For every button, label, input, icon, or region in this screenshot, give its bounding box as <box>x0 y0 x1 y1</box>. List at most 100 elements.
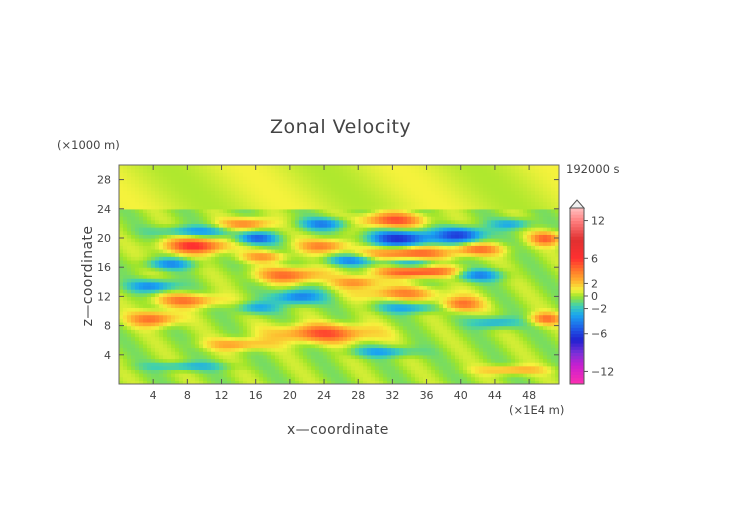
heatmap-cell <box>311 201 316 206</box>
heatmap-cell <box>275 380 280 384</box>
heatmap-cell <box>271 303 276 308</box>
heatmap-cell <box>403 256 408 261</box>
heatmap-cell <box>219 274 224 279</box>
heatmap-cell <box>247 230 252 235</box>
heatmap-cell <box>283 351 288 356</box>
heatmap-cell <box>315 321 320 327</box>
heatmap-cell <box>431 358 436 363</box>
heatmap-cell <box>435 259 440 265</box>
heatmap-cell <box>435 281 440 287</box>
heatmap-cell <box>311 369 316 374</box>
heatmap-cell <box>163 179 168 184</box>
heatmap-cell <box>235 248 240 254</box>
heatmap-cell <box>291 311 296 316</box>
heatmap-cell <box>451 369 456 374</box>
heatmap-cell <box>151 201 156 206</box>
heatmap-cell <box>271 380 276 384</box>
heatmap-cell <box>263 165 268 170</box>
heatmap-cell <box>299 175 304 181</box>
heatmap-cell <box>199 314 204 319</box>
heatmap-cell <box>227 259 232 265</box>
heatmap-cell <box>299 318 304 323</box>
heatmap-cell <box>411 256 416 261</box>
heatmap-cell <box>127 168 132 173</box>
heatmap-cell <box>339 292 344 297</box>
heatmap-cell <box>191 281 196 287</box>
heatmap-cell <box>447 223 452 228</box>
heatmap-cell <box>339 325 344 330</box>
heatmap-cell <box>119 234 124 239</box>
heatmap-cell <box>311 278 316 283</box>
heatmap-cell <box>303 223 308 228</box>
heatmap-cell <box>443 336 448 341</box>
heatmap-cell <box>163 172 168 177</box>
heatmap-cell <box>439 263 444 268</box>
heatmap-cell <box>267 219 272 224</box>
heatmap-cell <box>299 380 304 384</box>
heatmap-cell <box>383 325 388 330</box>
heatmap-cell <box>215 248 220 254</box>
heatmap-cell <box>183 259 188 265</box>
heatmap-cell <box>159 175 164 181</box>
heatmap-cell <box>139 245 144 250</box>
heatmap-cell <box>311 252 316 257</box>
heatmap-cell <box>119 223 124 228</box>
heatmap-cell <box>275 256 280 261</box>
heatmap-cell <box>419 311 424 316</box>
heatmap-cell <box>319 278 324 283</box>
heatmap-cell <box>331 300 336 305</box>
heatmap-cell <box>299 307 304 312</box>
heatmap-cell <box>223 314 228 319</box>
heatmap-cell <box>275 289 280 294</box>
heatmap-cell <box>223 216 228 221</box>
heatmap-cell <box>207 241 212 246</box>
heatmap-cell <box>159 197 164 203</box>
heatmap-cell <box>447 219 452 224</box>
heatmap-cell <box>239 318 244 323</box>
heatmap-cell <box>275 208 280 214</box>
heatmap-cell <box>255 252 260 257</box>
heatmap-cell <box>191 318 196 323</box>
heatmap-cell <box>315 270 320 276</box>
heatmap-cell <box>167 245 172 250</box>
heatmap-cell <box>155 168 160 173</box>
heatmap-cell <box>155 314 160 319</box>
heatmap-cell <box>151 296 156 301</box>
heatmap-cell <box>247 278 252 283</box>
heatmap-cell <box>311 329 316 334</box>
heatmap-cell <box>211 321 216 327</box>
heatmap-cell <box>399 245 404 250</box>
heatmap-cell <box>315 205 320 210</box>
heatmap-cell <box>343 263 348 268</box>
heatmap-cell <box>343 347 348 352</box>
heatmap-cell <box>339 311 344 316</box>
heatmap-cell <box>183 321 188 327</box>
heatmap-cell <box>355 245 360 250</box>
heatmap-cell <box>139 380 144 384</box>
heatmap-cell <box>439 292 444 297</box>
heatmap-cell <box>303 340 308 345</box>
heatmap-cell <box>143 354 148 360</box>
heatmap-cell <box>367 175 372 181</box>
heatmap-cell <box>139 219 144 224</box>
heatmap-cell <box>255 256 260 261</box>
heatmap-cell <box>243 347 248 352</box>
heatmap-cell <box>171 238 176 243</box>
heatmap-cell <box>359 186 364 192</box>
heatmap-cell <box>259 300 264 305</box>
heatmap-cell <box>143 230 148 235</box>
heatmap-cell <box>331 252 336 257</box>
heatmap-cell <box>199 292 204 297</box>
heatmap-cell <box>199 190 204 195</box>
heatmap-cell <box>415 329 420 334</box>
heatmap-cell <box>147 208 152 214</box>
heatmap-cell <box>231 354 236 360</box>
heatmap-cell <box>355 311 360 316</box>
heatmap-cell <box>211 296 216 301</box>
heatmap-cell <box>147 230 152 235</box>
heatmap-cell <box>407 318 412 323</box>
heatmap-cell <box>387 267 392 272</box>
heatmap-cell <box>119 190 124 195</box>
heatmap-cell <box>447 376 452 381</box>
heatmap-cell <box>263 248 268 254</box>
